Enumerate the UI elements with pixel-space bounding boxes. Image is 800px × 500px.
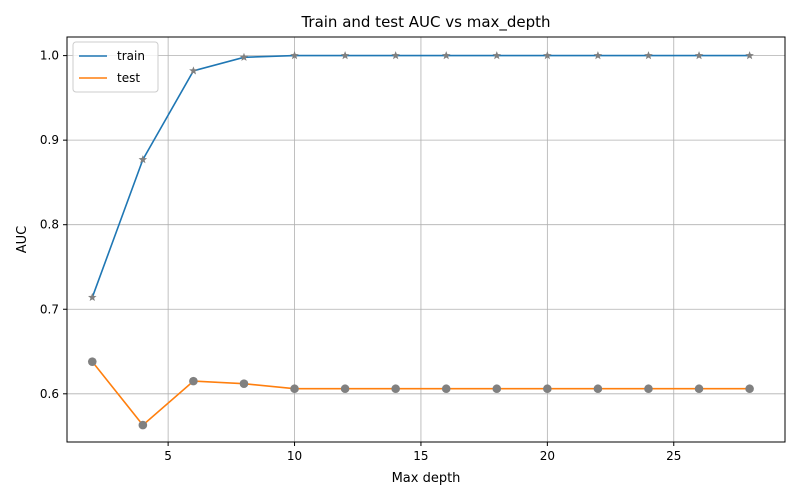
x-tick-label: 10: [287, 449, 302, 463]
data-point-train: [290, 51, 299, 60]
legend-label-train: train: [117, 49, 145, 63]
x-tick-label: 15: [413, 449, 428, 463]
y-tick-label: 0.7: [40, 302, 59, 316]
data-point-test: [340, 384, 350, 394]
data-point-test: [745, 384, 754, 394]
data-point-train: [593, 51, 603, 60]
series-test: [87, 357, 754, 430]
legend-box: [72, 41, 159, 93]
data-point-test: [644, 384, 653, 394]
series-train: [88, 51, 754, 302]
data-point-train: [239, 52, 249, 61]
series-line-train: [91, 54, 750, 298]
x-tick-label: 25: [666, 449, 681, 463]
data-point-train: [694, 51, 704, 60]
data-point-test: [290, 384, 299, 394]
data-point-train: [391, 51, 400, 60]
x-axis-label: Max depth: [392, 471, 461, 486]
data-point-test: [492, 384, 502, 394]
series-line-test: [91, 361, 750, 427]
data-point-test: [391, 384, 400, 394]
data-point-train: [88, 292, 97, 302]
data-point-test: [441, 384, 451, 394]
y-tick-label: 0.9: [40, 133, 59, 147]
y-axis-label: AUC: [15, 226, 30, 254]
data-point-test: [189, 376, 198, 386]
data-point-train: [543, 51, 552, 60]
data-point-test: [138, 420, 148, 430]
data-point-train: [644, 51, 653, 60]
data-point-train: [340, 51, 350, 60]
y-tick-label: 1.0: [40, 49, 59, 63]
series-layer: [87, 51, 754, 430]
data-point-test: [694, 384, 704, 394]
data-point-train: [492, 51, 502, 60]
data-point-test: [593, 384, 603, 394]
x-axis-ticks: 5 10 15 20 25: [164, 442, 681, 463]
y-axis-ticks: 0.6 0.7 0.8 0.9 1.0: [40, 49, 67, 401]
data-point-test: [87, 357, 97, 366]
data-point-test: [543, 384, 552, 394]
legend: train test: [72, 41, 159, 93]
chart-title: Train and test AUC vs max_depth: [300, 13, 550, 32]
x-tick-label: 5: [164, 449, 172, 463]
data-point-test: [239, 379, 249, 388]
y-tick-label: 0.8: [40, 218, 59, 232]
data-point-train: [441, 51, 451, 60]
plot-frame: [66, 36, 786, 443]
data-point-train: [189, 66, 198, 75]
data-point-train: [745, 51, 754, 60]
y-tick-label: 0.6: [40, 387, 59, 401]
legend-label-test: test: [117, 71, 140, 85]
x-tick-label: 20: [540, 449, 555, 463]
data-point-train: [138, 155, 148, 164]
